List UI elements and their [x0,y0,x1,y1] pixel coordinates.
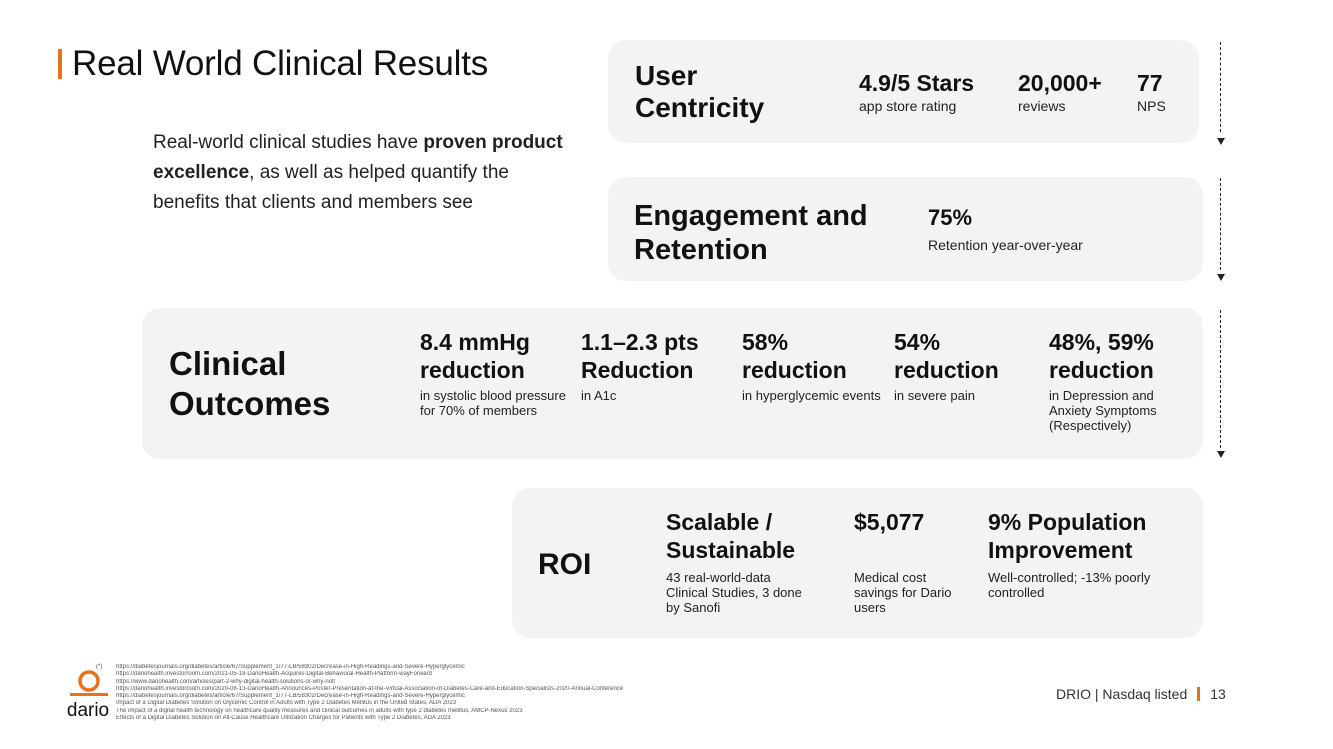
dario-logo-text: dario [66,700,110,721]
metric-savings-label: Medical cost savings for Dario users [854,570,952,615]
metric-a1c: 1.1–2.3 pts Reduction in A1c [581,328,731,403]
intro-text-bold: proven product excellence [153,132,563,183]
metric-pain-label: in severe pain [894,388,975,403]
metric-depression: 48%, 59% reduction in Depression and Anx… [1049,328,1199,433]
reference-marker: (*) [96,664,103,670]
reference-item: https://dariohealth.investorroom.com/202… [116,671,432,678]
metric-rating-label: app store rating [859,98,957,114]
metric-hyperglycemic-label: in hyperglycemic events [742,388,881,403]
metric-retention: 75% Retention year-over-year [928,205,1083,253]
arrow-down-icon [1217,274,1225,281]
arrow-down-icon [1217,451,1225,458]
metric-scalable-label: 43 real-world-data Clinical Studies, 3 d… [666,570,802,615]
metric-blood-pressure: 8.4 mmHg reduction in systolic blood pre… [420,328,570,418]
dario-logo-mark-icon [70,670,108,696]
metric-depression-label: in Depression and Anxiety Symptoms (Resp… [1049,388,1157,433]
ticker-label: DRIO | Nasdaq listed [1056,686,1188,702]
reference-item: Impact of a Digital Diabetes Solution on… [116,700,457,707]
reference-list: https://diabetesjournals.org/diabetes/ar… [116,664,976,722]
user-centricity-card: User Centricity 4.9/5 Stars app store ra… [608,40,1199,143]
metric-a1c-label: in A1c [581,388,617,403]
metric-scalable-value: Scalable / Sustainable [666,509,796,563]
clinical-outcomes-card: Clinical Outcomes 8.4 mmHg reduction in … [142,308,1203,459]
metric-depression-value: 48%, 59% reduction [1049,329,1154,383]
reference-item: The impact of a digital health technolog… [116,707,523,714]
metric-savings: $5,077 Medical cost savings for Dario us… [854,508,964,615]
dario-logo: dario [62,670,116,724]
metric-a1c-value: 1.1–2.3 pts Reduction [581,329,699,383]
reference-item: https://diabetesjournals.org/diabetes/ar… [116,664,465,670]
metric-reviews-value: 20,000+ [1018,70,1102,96]
reference-item: https://diabetesjournals.org/diabetes/ar… [116,693,465,700]
arrow-down-icon [1217,138,1225,145]
title-accent-bar [58,49,62,79]
metric-nps-value: 77 [1137,70,1163,96]
metric-nps-label: NPS [1137,98,1166,114]
metric-pain-value: 54% reduction [894,329,999,383]
engagement-card: Engagement and Retention 75% Retention y… [608,177,1203,281]
metric-savings-value: $5,077 [854,509,925,535]
metric-blood-pressure-value: 8.4 mmHg reduction [420,329,530,383]
metric-retention-label: Retention year-over-year [928,237,1083,253]
metric-population-value: 9% Population Improvement [988,509,1147,563]
clinical-heading: Clinical Outcomes [169,345,331,422]
metric-scalable: Scalable / Sustainable 43 real-world-dat… [666,508,836,615]
reference-item: Effects of a Digital Diabetes Solution o… [116,715,451,722]
metric-rating-value: 4.9/5 Stars [859,70,975,96]
metric-reviews: 20,000+ reviews [1018,70,1102,114]
reference-item: https://dariohealth.investorroom.com/202… [116,685,624,692]
intro-text-part1: Real-world clinical studies have [153,132,424,153]
metric-rating: 4.9/5 Stars app store rating [859,70,974,114]
roi-heading: ROI [538,548,592,581]
divider-dashed-1 [1220,42,1221,132]
metric-population-label: Well-controlled; -13% poorly controlled [988,570,1151,600]
title-block: Real World Clinical Results [58,44,488,84]
intro-paragraph: Real-world clinical studies have proven … [153,128,573,218]
intro-text-part2: , as well as helped quantify the benefit… [153,162,509,213]
metric-population: 9% Population Improvement Well-controlle… [988,508,1193,600]
metric-hyperglycemic-value: 58% reduction [742,329,847,383]
roi-card: ROI Scalable / Sustainable 43 real-world… [512,488,1203,638]
metric-hyperglycemic: 58% reduction in hyperglycemic events [742,328,892,403]
divider-dashed-2 [1220,178,1221,270]
metric-reviews-label: reviews [1018,98,1066,114]
metric-retention-value: 75% [928,205,973,230]
page-number: 13 [1210,686,1226,702]
divider-dashed-3 [1220,310,1221,448]
metric-blood-pressure-label: in systolic blood pressure for 70% of me… [420,388,566,418]
engagement-heading: Engagement and Retention [634,200,868,266]
user-centricity-heading: User Centricity [635,60,765,123]
page-title: Real World Clinical Results [72,44,489,83]
metric-pain: 54% reduction in severe pain [894,328,1034,403]
metric-nps: 77 NPS [1137,70,1166,114]
footer-accent-bar [1197,687,1201,701]
reference-item: https://www.dariohealth.com/articles/par… [116,678,336,685]
footer-ticker-block: DRIO | Nasdaq listed 13 [1056,686,1226,702]
